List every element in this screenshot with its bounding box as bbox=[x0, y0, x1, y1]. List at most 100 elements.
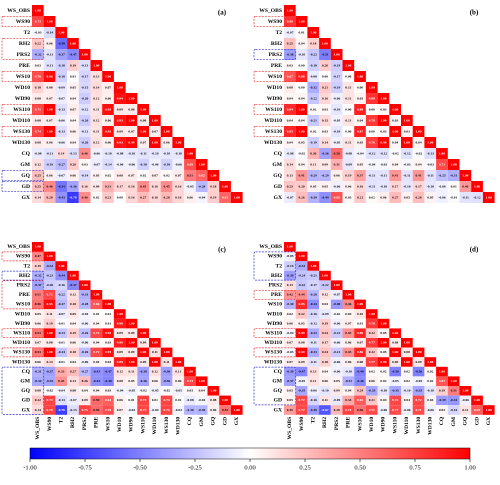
cell bbox=[295, 192, 308, 203]
cell bbox=[125, 115, 138, 126]
cell-value: -0.11 bbox=[368, 184, 375, 188]
cell bbox=[447, 170, 460, 181]
cell-value: 1.00 bbox=[357, 74, 363, 78]
cell-value: 1.00 bbox=[310, 30, 316, 34]
cell-value: 0.00 bbox=[369, 129, 375, 133]
cell bbox=[377, 318, 390, 329]
cell-value: -0.11 bbox=[368, 173, 375, 177]
cell bbox=[354, 170, 366, 181]
cell bbox=[125, 137, 138, 148]
cell-value: -0.28 bbox=[81, 302, 89, 306]
cell-value: 0.16 bbox=[175, 195, 181, 199]
x-tick-label: WS110 bbox=[140, 417, 146, 434]
cell bbox=[295, 159, 308, 170]
row-label: WS110 bbox=[265, 107, 282, 113]
cell bbox=[342, 405, 355, 415]
cell bbox=[43, 395, 56, 406]
cell-value: -0.11 bbox=[81, 129, 88, 133]
cell-value: -0.13 bbox=[58, 398, 66, 402]
cell bbox=[207, 405, 220, 415]
cell-value: 0.89 bbox=[117, 360, 123, 364]
cell bbox=[55, 395, 68, 406]
cell bbox=[365, 395, 378, 406]
cell bbox=[78, 181, 91, 192]
cell bbox=[172, 405, 185, 415]
cell-value: 0.51 bbox=[35, 293, 41, 297]
highlight-box bbox=[1, 180, 45, 193]
cell-value: 0.07 bbox=[105, 85, 111, 89]
cell-value: 0.04 bbox=[322, 369, 328, 373]
cell-value: 0.74 bbox=[46, 408, 52, 412]
cell-value: 0.08 bbox=[392, 341, 398, 345]
cell-value: -0.06 bbox=[333, 184, 341, 188]
cell bbox=[43, 366, 56, 377]
cell bbox=[55, 347, 68, 358]
row-label: WS90 bbox=[268, 254, 283, 260]
cell bbox=[78, 93, 91, 104]
cell-value: 0.04 bbox=[70, 96, 76, 100]
cell-value: 1.00 bbox=[46, 19, 52, 23]
cell bbox=[43, 16, 56, 27]
cell bbox=[55, 270, 68, 281]
cell-value: 0.74 bbox=[163, 398, 169, 402]
cell bbox=[319, 405, 331, 415]
cell-value: -0.18 bbox=[140, 162, 148, 166]
cell bbox=[412, 386, 425, 396]
cell bbox=[172, 137, 185, 148]
cell bbox=[436, 366, 448, 377]
cell-value: 0.95 bbox=[105, 350, 111, 354]
panel-label: (a) bbox=[218, 9, 227, 17]
cell bbox=[78, 395, 91, 406]
cell bbox=[436, 170, 448, 181]
cell bbox=[319, 386, 331, 396]
cell bbox=[160, 347, 173, 358]
cell bbox=[319, 309, 331, 319]
cell-value: -0.23 bbox=[46, 273, 54, 277]
cell-value: 0.09 bbox=[322, 162, 328, 166]
cell bbox=[377, 386, 390, 396]
cell bbox=[125, 170, 138, 181]
row-label: RH2 bbox=[271, 273, 282, 279]
cell-value: 0.16 bbox=[128, 184, 134, 188]
row-label: RH2 bbox=[19, 41, 30, 47]
cell bbox=[102, 148, 114, 159]
cell bbox=[113, 366, 126, 377]
cell-value: 0.01 bbox=[93, 312, 99, 316]
cell bbox=[149, 405, 161, 415]
cell bbox=[219, 405, 231, 415]
cell bbox=[137, 126, 149, 137]
cell bbox=[90, 181, 103, 192]
cell bbox=[67, 137, 79, 148]
cell bbox=[32, 242, 44, 252]
cell-value: 1.00 bbox=[105, 74, 111, 78]
cell bbox=[377, 328, 390, 338]
cell bbox=[90, 115, 103, 126]
cell-value: 0.73 bbox=[35, 19, 41, 23]
cell-value: 0.12 bbox=[322, 293, 328, 297]
cell bbox=[389, 170, 401, 181]
x-tick-label: CQ bbox=[187, 416, 193, 425]
highlight-box bbox=[1, 103, 45, 116]
cell bbox=[377, 181, 390, 192]
cell-value: 0.04 bbox=[287, 140, 293, 144]
cell-value: 0.26 bbox=[298, 195, 304, 199]
cell-value: 0.17 bbox=[415, 184, 421, 188]
cell-value: -0.21 bbox=[333, 350, 341, 354]
cell-value: -0.58 bbox=[58, 41, 66, 45]
cell-value: 0.03 bbox=[105, 389, 111, 393]
cell-value: 0.04 bbox=[392, 162, 398, 166]
cell bbox=[137, 192, 149, 203]
cell-value: 0.11 bbox=[462, 408, 468, 412]
cell bbox=[377, 338, 390, 348]
cell bbox=[43, 261, 56, 271]
cell-value: -0.06 bbox=[93, 151, 101, 155]
cell bbox=[90, 137, 103, 148]
cell-value: -0.19 bbox=[46, 162, 54, 166]
cell-value: 0.06 bbox=[345, 341, 351, 345]
cell bbox=[295, 251, 308, 262]
cell-value: -0.26 bbox=[81, 350, 89, 354]
cell-value: 0.06 bbox=[70, 173, 76, 177]
cell-value: 0.04 bbox=[345, 312, 351, 316]
cell bbox=[330, 386, 343, 396]
